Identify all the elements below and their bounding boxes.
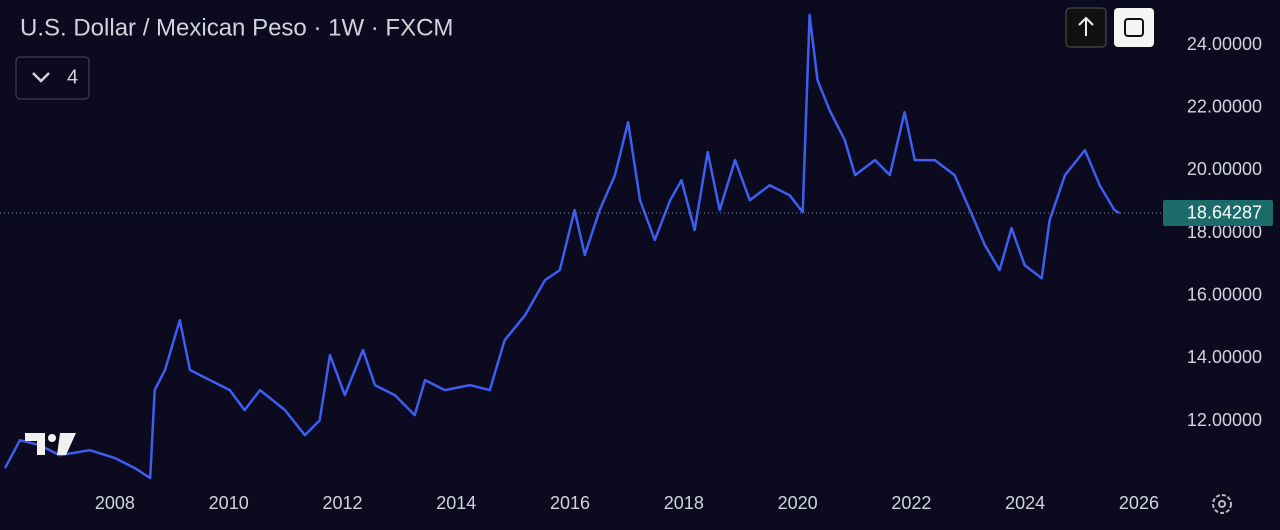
- x-tick-label: 2014: [436, 493, 476, 513]
- indicator-count: 4: [67, 66, 78, 88]
- y-tick-label: 20.00000: [1187, 159, 1262, 179]
- x-tick-label: 2010: [209, 493, 249, 513]
- x-tick-label: 2024: [1005, 493, 1045, 513]
- x-tick-label: 2022: [891, 493, 931, 513]
- x-tick-label: 2020: [778, 493, 818, 513]
- square-icon: [1124, 18, 1144, 37]
- chart-title: U.S. Dollar / Mexican Peso · 1W · FXCM: [20, 14, 453, 41]
- indicator-toggle[interactable]: 4: [15, 56, 90, 100]
- gear-center: [1218, 500, 1226, 508]
- arrow-up-icon: [1078, 16, 1094, 36]
- last-price-box: [1163, 199, 1273, 226]
- logo-part: [25, 433, 45, 455]
- settings-button[interactable]: [1212, 494, 1232, 514]
- fullscreen-button[interactable]: [1114, 8, 1154, 47]
- y-tick-label: 22.00000: [1187, 97, 1262, 117]
- price-line: [3, 13, 1121, 480]
- button-frame[interactable]: [1114, 8, 1154, 47]
- logo-part: [48, 434, 56, 442]
- y-tick-label: 12.00000: [1187, 410, 1262, 430]
- y-tick-label: 24.00000: [1187, 34, 1262, 54]
- tradingview-logo: [25, 433, 76, 455]
- y-tick-label: 16.00000: [1187, 285, 1262, 305]
- x-tick-label: 2012: [322, 493, 362, 513]
- chevron-icon: [32, 72, 50, 83]
- last-price-label: 18.64287: [1187, 203, 1262, 223]
- y-tick-label: 18.00000: [1187, 222, 1262, 242]
- x-tick-label: 2016: [550, 493, 590, 513]
- x-tick-label: 2008: [95, 493, 135, 513]
- y-tick-label: 14.00000: [1187, 347, 1262, 367]
- indicator-button[interactable]: [15, 56, 90, 100]
- logo-part: [57, 433, 76, 455]
- x-tick-label: 2018: [664, 493, 704, 513]
- x-tick-label: 2026: [1119, 493, 1159, 513]
- scroll-up-button[interactable]: [1065, 7, 1107, 48]
- gear-icon[interactable]: [1212, 494, 1232, 514]
